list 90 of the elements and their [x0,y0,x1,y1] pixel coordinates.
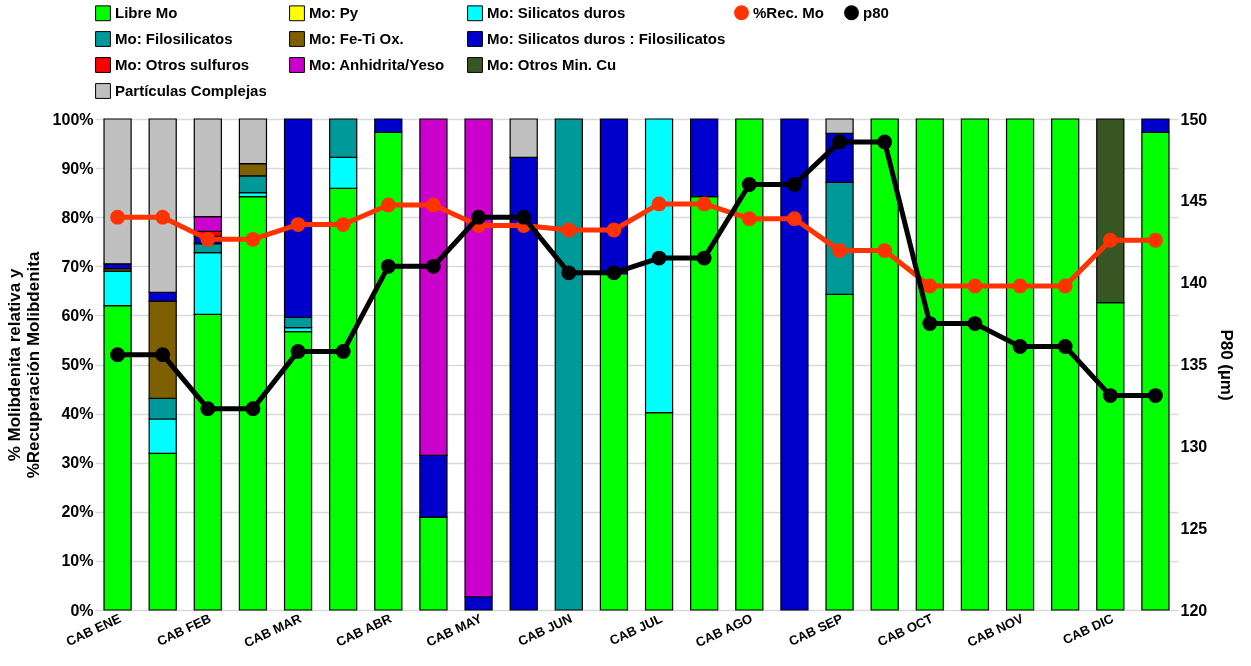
point [922,278,938,294]
y-tick-label: 20% [61,503,94,521]
legend-label: p80 [863,3,889,21]
point [561,222,577,238]
y-tick-label: 30% [61,454,94,472]
y-tick-label: 50% [61,356,94,373]
x-tick-label: CAB MAR [241,610,305,651]
point [290,217,306,232]
x-tick-label: CAB JUL [607,610,665,649]
point [1012,339,1028,354]
point [832,134,847,150]
point [471,209,486,225]
y2-tick-label: 120 [1180,601,1208,619]
point [696,250,712,266]
y2-tick-label: 150 [1180,110,1208,128]
y-tick-label: 90% [61,159,94,177]
point [380,258,396,274]
legend-label: Partículas Complejas [115,82,267,99]
point [426,258,441,274]
y-tick-label: 100% [52,110,94,128]
legend-label: Mo: Anhidrita/Yeso [309,56,445,73]
point [245,401,261,417]
point [741,211,757,227]
point [1102,388,1118,403]
point [245,231,261,247]
point [967,278,983,294]
y2-tick-label: 125 [1180,519,1208,537]
x-tick-label: CAB OCT [875,610,936,650]
point [561,265,577,281]
legend-label: Mo: Silicatos duros : Filosilicatos [487,30,726,47]
y2-axis-title: P80 (µm) [1217,329,1237,401]
point [922,316,938,331]
point [1057,278,1073,294]
point [1102,232,1118,248]
legend-label: Libre Mo [115,4,178,22]
point [606,222,622,238]
y2-tick-label: 130 [1180,437,1208,455]
x-tick-label: CAB FEB [154,610,214,649]
point [832,243,847,258]
legend-label: Mo: Filosilicatos [115,30,233,47]
point [1012,278,1028,294]
y-tick-label: 40% [61,405,94,423]
point [155,209,171,225]
x-tick-label: CAB AGO [693,610,755,651]
y-tick-label: 0% [70,601,94,619]
legend-label: Mo: Fe-Ti Ox. [309,30,404,47]
point [155,347,171,363]
point [787,211,802,227]
legend-label: Mo: Otros sulfuros [115,56,250,73]
point [741,177,757,192]
y-axis-title: % Molibdenita relativa y %Recuperación Molibdenita [4,251,43,479]
point [1148,232,1163,248]
x-tick-label: CAB DIC [1060,610,1117,648]
legend-label: Mo: Py [309,4,359,22]
x-tick-label: CAB SEP [786,610,846,649]
y2-tick-label: 135 [1180,356,1208,373]
point [290,344,306,359]
point [200,401,216,417]
legend-label: %Rec. Mo [753,3,824,21]
point [651,250,667,266]
y2-tick-label: 145 [1180,192,1208,210]
point [877,243,893,258]
point [787,177,802,192]
point [651,196,667,212]
point [426,197,441,213]
point [335,217,351,232]
legend-label: Mo: Otros Min. Cu [487,56,617,73]
point [606,265,622,281]
point [877,134,893,150]
point [1148,388,1163,403]
y-tick-label: 80% [61,208,94,226]
bar [103,118,132,265]
point [110,347,125,363]
point [335,344,351,359]
point [696,196,712,212]
y2-tick-label: 140 [1180,274,1208,292]
point [516,209,532,225]
x-tick-label: CAB ABR [333,610,395,650]
point [110,209,125,225]
point [200,231,216,247]
y-tick-label: 70% [61,257,94,275]
y-tick-label: 10% [61,552,94,570]
x-tick-label: CAB MAY [423,610,485,650]
point [380,197,396,213]
point [1057,339,1073,354]
x-tick-label: CAB NOV [964,610,1026,650]
point [967,316,983,331]
y-tick-label: 60% [61,306,94,324]
x-tick-label: CAB JUN [515,610,575,649]
legend-label: Mo: Silicatos duros [487,4,626,22]
